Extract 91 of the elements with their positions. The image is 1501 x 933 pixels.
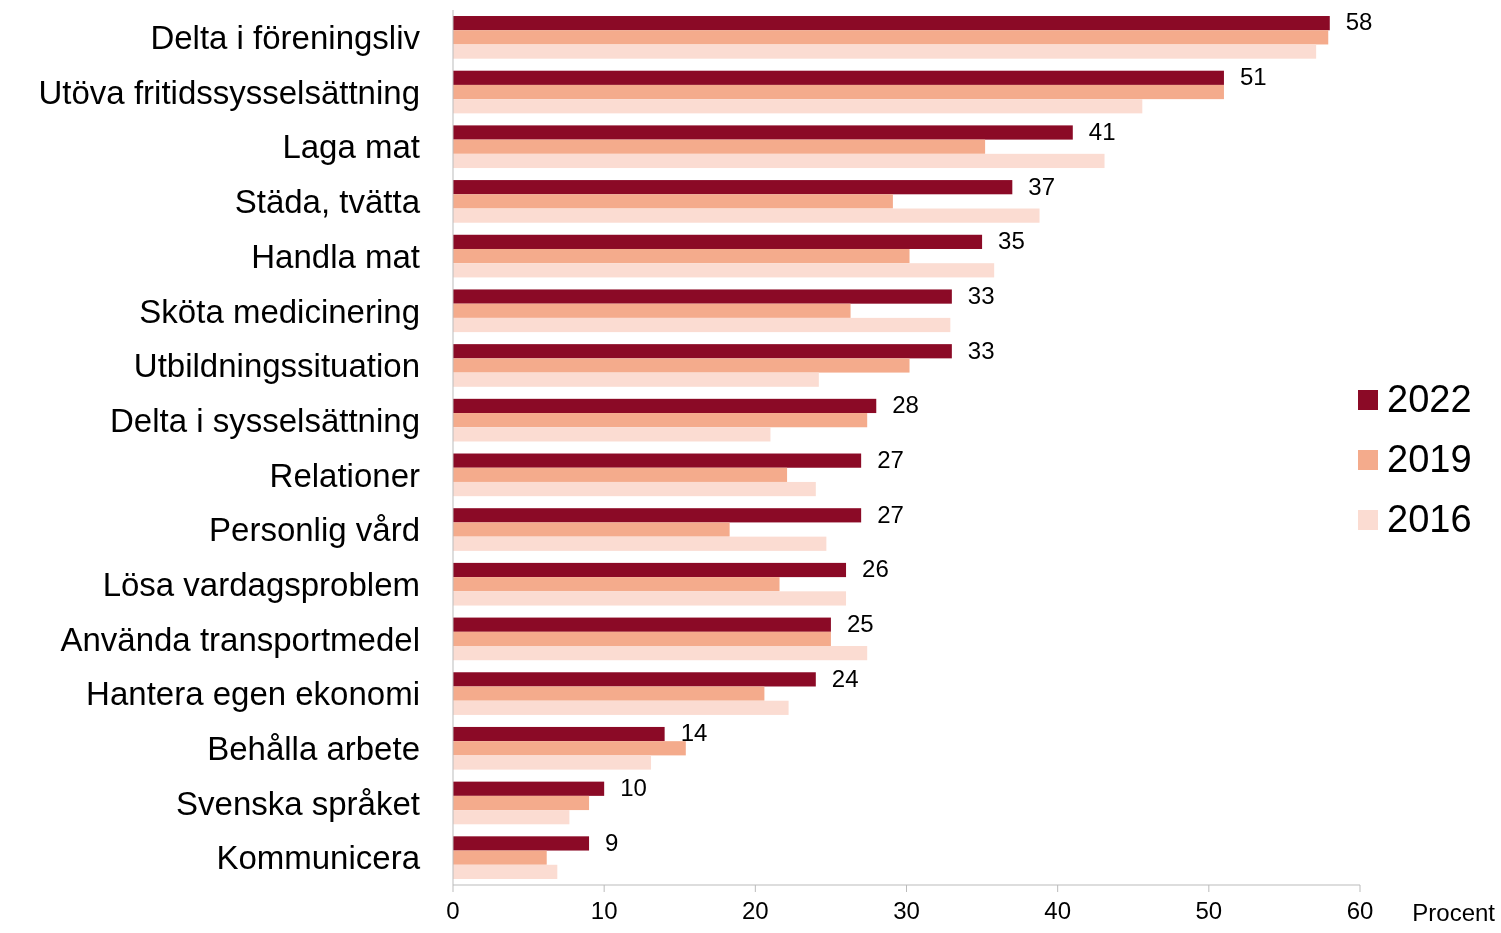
y-tick-label: Behålla arbete	[207, 730, 420, 767]
data-label: 26	[862, 555, 889, 583]
x-tick-label: 20	[741, 897, 769, 924]
data-label: 27	[877, 500, 904, 528]
data-label: 27	[877, 445, 904, 473]
y-tick-label: Relationer	[269, 456, 421, 494]
bar	[453, 16, 1330, 31]
y-tick-label: Laga mat	[282, 128, 420, 166]
data-label: 14	[680, 719, 708, 747]
bar	[453, 646, 868, 661]
bar	[453, 303, 851, 318]
y-tick-label: Sköta medicinering	[139, 292, 420, 330]
bar	[453, 289, 952, 304]
bar	[453, 413, 868, 428]
bar	[453, 726, 665, 742]
bar	[453, 44, 1317, 59]
y-tick-label: Delta i sysselsättning	[110, 401, 420, 439]
data-label: 51	[1239, 63, 1267, 91]
bar	[453, 810, 570, 825]
bar	[453, 398, 877, 414]
y-tick-label: Delta i föreningsliv	[150, 19, 421, 57]
data-label: 58	[1345, 8, 1373, 36]
bar	[453, 30, 1329, 45]
bar	[453, 536, 827, 551]
bar	[453, 194, 893, 209]
bar	[453, 508, 862, 523]
y-tick-label: Hantera egen ekonomi	[86, 675, 420, 713]
bar	[453, 358, 910, 373]
y-tick-label: Städa, tvätta	[234, 183, 421, 221]
bar	[453, 263, 995, 278]
x-tick-label: 40	[1044, 897, 1072, 924]
bar	[453, 248, 910, 264]
data-label: 41	[1088, 117, 1116, 145]
bar	[453, 453, 862, 468]
bar	[453, 522, 730, 537]
x-tick-label: 50	[1195, 897, 1223, 924]
data-label: 24	[831, 664, 859, 692]
x-tick-label: 0	[446, 897, 460, 924]
bar	[453, 795, 590, 811]
y-tick-label: Lösa vardagsproblem	[102, 565, 420, 603]
bar	[453, 234, 983, 249]
data-label: 37	[1028, 172, 1056, 200]
data-label: 9	[605, 828, 619, 856]
bar	[453, 562, 847, 578]
bar	[453, 427, 771, 442]
bar	[453, 125, 1073, 140]
data-label: 35	[998, 227, 1025, 255]
bar	[453, 153, 1105, 169]
y-tick-label: Kommunicera	[216, 839, 421, 877]
bar	[453, 317, 951, 333]
bar	[453, 864, 558, 879]
bar	[453, 781, 605, 796]
y-tick-label: Utbildningssituation	[133, 347, 420, 385]
y-tick-label: Personlig vård	[209, 511, 420, 549]
y-tick-label: Använda transportmedel	[60, 620, 420, 658]
legend-label: 2016	[1387, 498, 1472, 541]
legend-label: 2022	[1387, 378, 1472, 421]
x-tick-label: 60	[1346, 897, 1374, 924]
bar	[453, 180, 1013, 195]
bar	[453, 372, 819, 387]
legend-label: 2019	[1387, 438, 1472, 481]
bar	[453, 631, 831, 647]
bar	[453, 99, 1143, 114]
data-label: 33	[967, 336, 995, 364]
bar	[453, 70, 1224, 85]
bar	[453, 467, 788, 482]
data-label: 10	[620, 774, 647, 802]
bar	[453, 139, 986, 154]
bar	[453, 836, 590, 851]
bar	[453, 755, 652, 770]
y-tick-label: Utöva fritidssysselsättning	[38, 73, 420, 111]
bar	[453, 481, 816, 497]
bar	[453, 577, 780, 592]
data-label: 25	[846, 610, 874, 638]
bar	[453, 344, 952, 359]
bar	[453, 686, 765, 701]
bar	[453, 850, 547, 865]
bar	[453, 617, 831, 632]
bar	[453, 208, 1040, 223]
x-axis-title: Procent	[1412, 899, 1496, 926]
bar	[453, 672, 816, 687]
bar	[453, 700, 789, 715]
x-tick-label: 10	[590, 897, 618, 924]
bar	[453, 741, 686, 756]
data-label: 33	[967, 281, 995, 309]
bar	[453, 84, 1224, 100]
y-tick-label: Handla mat	[251, 237, 420, 275]
data-label: 28	[892, 391, 919, 419]
x-tick-label: 30	[893, 897, 920, 924]
bar	[453, 591, 847, 606]
y-tick-label: Svenska språket	[176, 784, 420, 822]
